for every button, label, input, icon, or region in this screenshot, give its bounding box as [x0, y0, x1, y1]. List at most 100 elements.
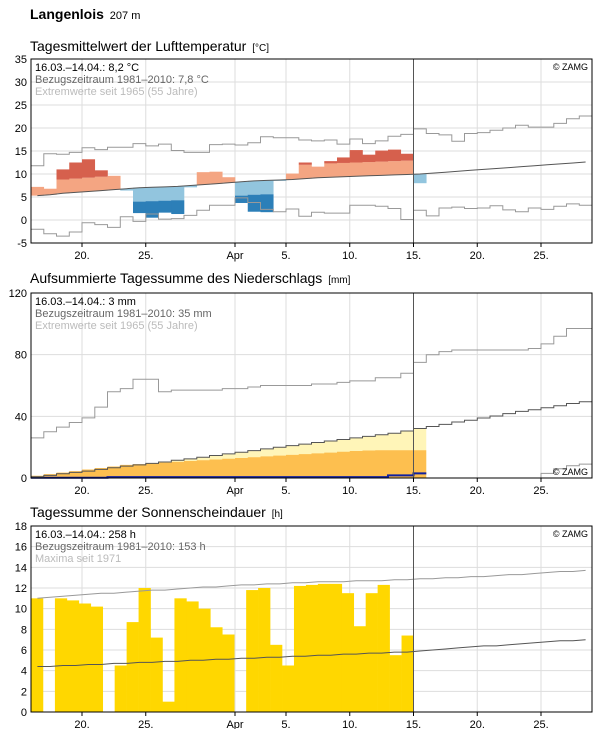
sun-bar — [138, 588, 151, 712]
temp-bar-warm — [196, 172, 210, 185]
temp-ytick-label: -5 — [17, 238, 27, 250]
sun-copyright: © ZAMG — [553, 529, 588, 539]
temp-copyright: © ZAMG — [553, 62, 588, 72]
sunshine-chart-title: Tagessumme der Sonnenscheindauer [h] — [30, 504, 283, 520]
temp-bar-warm — [324, 163, 338, 178]
sun-info-period: 16.03.–14.04.: 258 h — [35, 529, 136, 541]
precipitation-chart-title: Aufsummierte Tagessumme des Niederschlag… — [30, 270, 350, 286]
temp-bar-warm-strong — [298, 162, 312, 165]
sun-bar — [365, 593, 378, 712]
temp-bar-warm-strong — [69, 162, 83, 179]
temp-bar-cold-strong — [171, 200, 185, 215]
sun-ytick-label: 12 — [15, 583, 27, 595]
temp-ytick-label: 0 — [21, 215, 27, 227]
sun-ytick-label: 14 — [15, 562, 27, 574]
sun-xtick-label: 20. — [470, 719, 485, 729]
temp-bar-cold-strong — [133, 201, 147, 214]
temp-xtick-label: 10. — [342, 250, 357, 262]
sun-bar — [150, 637, 163, 712]
temp-extreme-min-line — [31, 197, 592, 237]
sun-ytick-label: 0 — [21, 707, 27, 719]
sun-ytick-label: 18 — [15, 521, 27, 533]
precip-climate-line — [31, 401, 592, 478]
temp-bar-warm-strong — [349, 150, 363, 163]
sunshine-title-text: Tagessumme der Sonnenscheindauer — [30, 504, 266, 520]
precip-xtick-label: 15. — [406, 485, 421, 497]
temp-bar-warm-strong — [388, 149, 402, 162]
temp-xtick-label: 25. — [138, 250, 153, 262]
sun-info-reference: Bezugszeitraum 1981–2010: 153 h — [35, 541, 206, 553]
precip-info-reference: Bezugszeitraum 1981–2010: 35 mm — [35, 308, 212, 320]
temp-frame — [30, 58, 593, 244]
sun-bar — [78, 603, 92, 712]
sun-xtick-label: 25. — [138, 719, 153, 729]
temp-bar-cold — [158, 186, 172, 201]
temp-bar-cold — [247, 180, 261, 195]
temp-bar-warm-strong — [56, 169, 70, 180]
temp-bar-cold-strong — [260, 194, 274, 213]
sun-bar — [246, 590, 259, 712]
sun-xtick-label: 15. — [406, 719, 421, 729]
temp-bar-warm-strong — [337, 157, 351, 163]
precip-xtick-label: 10. — [342, 485, 357, 497]
temp-bar-warm — [69, 178, 83, 193]
temp-bar-warm — [107, 175, 121, 190]
temp-bar-warm — [388, 161, 402, 175]
temp-bar-warm — [286, 173, 300, 180]
temp-bar-warm — [209, 171, 223, 184]
temp-ytick-label: 5 — [21, 192, 27, 204]
temperature-unit: [°C] — [252, 43, 269, 54]
temp-bar-warm — [311, 166, 325, 178]
sun-xtick-label: Apr — [226, 719, 243, 729]
sun-bar — [90, 606, 104, 712]
sun-frame — [30, 525, 593, 713]
temp-bar-cold — [413, 174, 427, 184]
temp-bar-cold — [260, 180, 274, 195]
sun-ytick-label: 10 — [15, 604, 27, 616]
precip-xtick-label: 20. — [470, 485, 485, 497]
temp-ytick-label: 25 — [15, 100, 27, 112]
temp-ytick-label: 20 — [15, 123, 27, 135]
temp-bar-warm — [400, 160, 414, 175]
precip-frame — [30, 292, 593, 479]
temp-bar-warm — [337, 162, 351, 177]
sun-bar — [186, 601, 199, 712]
sun-climate-line — [37, 639, 586, 667]
temp-bar-cold — [120, 188, 134, 191]
temperature-title-text: Tagesmittelwert der Lufttemperatur — [30, 38, 247, 54]
sun-bar — [270, 644, 283, 712]
sun-xtick-label: 10. — [342, 719, 357, 729]
sunshine-unit: [h] — [271, 509, 283, 520]
temp-xtick-label: 25. — [533, 250, 548, 262]
sun-bar — [329, 583, 343, 712]
station-name: Langenlois — [30, 6, 104, 22]
temp-xtick-label: 20. — [470, 250, 485, 262]
sun-ytick-label: 2 — [21, 686, 27, 698]
temp-bar-cold-strong — [145, 201, 159, 218]
temp-bar-warm-strong — [375, 150, 389, 162]
temp-bar-warm-strong — [400, 153, 414, 161]
temp-bar-cold-strong — [158, 200, 172, 213]
temp-bar-warm — [56, 179, 70, 194]
temp-bar-warm — [349, 162, 363, 177]
sun-bar — [162, 701, 175, 712]
precip-info-extremes: Extremwerte seit 1965 (55 Jahre) — [35, 320, 198, 332]
sun-info-extremes: Maxima seit 1971 — [35, 553, 121, 565]
temp-bar-warm — [94, 176, 108, 191]
sun-bar — [258, 588, 271, 712]
sun-bar — [54, 598, 68, 712]
temp-bar-warm — [82, 177, 96, 192]
temp-info-period: 16.03.–14.04.: 8,2 °C — [35, 62, 139, 74]
sun-bar — [293, 585, 307, 712]
temp-ytick-label: 30 — [15, 77, 27, 89]
temp-bar-warm-strong — [362, 154, 376, 163]
sun-bar — [114, 665, 127, 712]
temp-xtick-label: 15. — [406, 250, 421, 262]
sun-bar — [66, 600, 80, 712]
temperature-chart-title: Tagesmittelwert der Lufttemperatur [°C] — [30, 38, 269, 54]
temp-bar-cold — [145, 187, 159, 202]
temp-ytick-label: 15 — [15, 146, 27, 158]
precip-ytick-label: 120 — [9, 288, 27, 300]
sun-bar — [341, 593, 355, 712]
